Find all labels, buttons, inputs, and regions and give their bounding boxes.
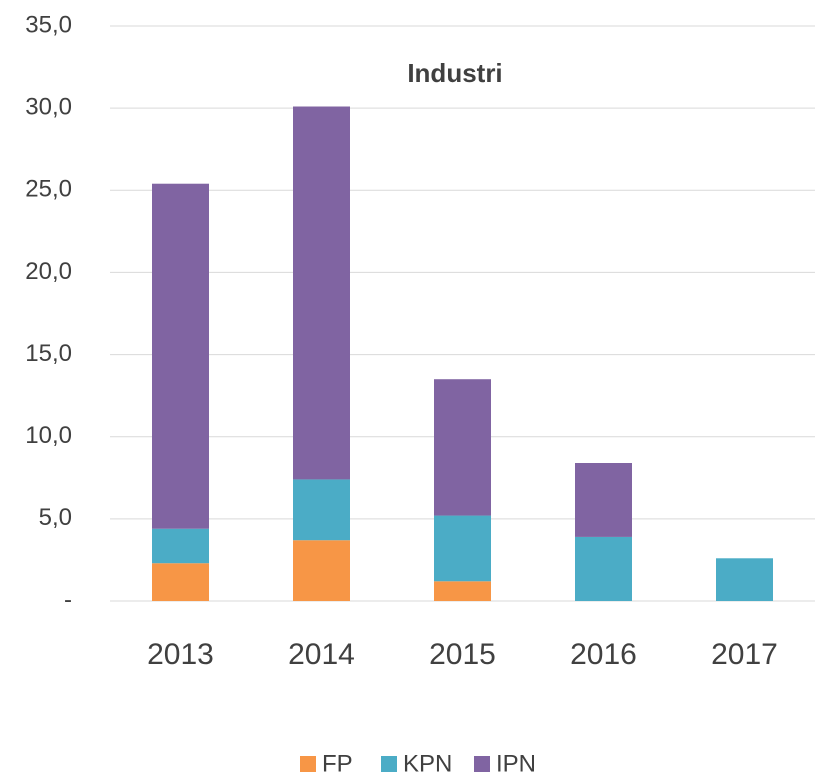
legend-swatch xyxy=(300,756,316,772)
bar-segment xyxy=(152,528,209,564)
legend-label: FP xyxy=(322,750,353,777)
bar-segment xyxy=(434,581,491,601)
chart-title: Industri xyxy=(407,58,502,88)
bar-segment xyxy=(434,379,491,516)
y-tick-label: 15,0 xyxy=(25,340,72,367)
y-tick-label: - xyxy=(64,586,72,613)
y-tick-label: 25,0 xyxy=(25,176,72,203)
legend-swatch xyxy=(381,756,397,772)
x-tick-label: 2016 xyxy=(570,638,637,671)
bar-segment xyxy=(575,536,632,601)
x-tick-label: 2015 xyxy=(429,638,496,671)
x-tick-label: 2017 xyxy=(711,638,778,671)
legend-label: KPN xyxy=(403,750,452,777)
y-tick-label: 5,0 xyxy=(39,504,72,531)
bar-segment xyxy=(152,563,209,601)
bar-segment xyxy=(575,463,632,537)
bar-segment xyxy=(293,479,350,541)
bar-segment xyxy=(293,106,350,480)
bar-segment xyxy=(152,183,209,529)
y-tick-label: 20,0 xyxy=(25,258,72,285)
y-tick-label: 10,0 xyxy=(25,422,72,449)
x-tick-label: 2013 xyxy=(147,638,214,671)
y-tick-label: 30,0 xyxy=(25,93,72,120)
legend-label: IPN xyxy=(496,750,536,777)
legend-swatch xyxy=(474,756,490,772)
y-tick-label: 35,0 xyxy=(25,11,72,38)
bar-segment xyxy=(293,540,350,601)
bar-segment xyxy=(434,515,491,582)
bar-segment xyxy=(716,558,773,601)
x-tick-label: 2014 xyxy=(288,638,355,671)
